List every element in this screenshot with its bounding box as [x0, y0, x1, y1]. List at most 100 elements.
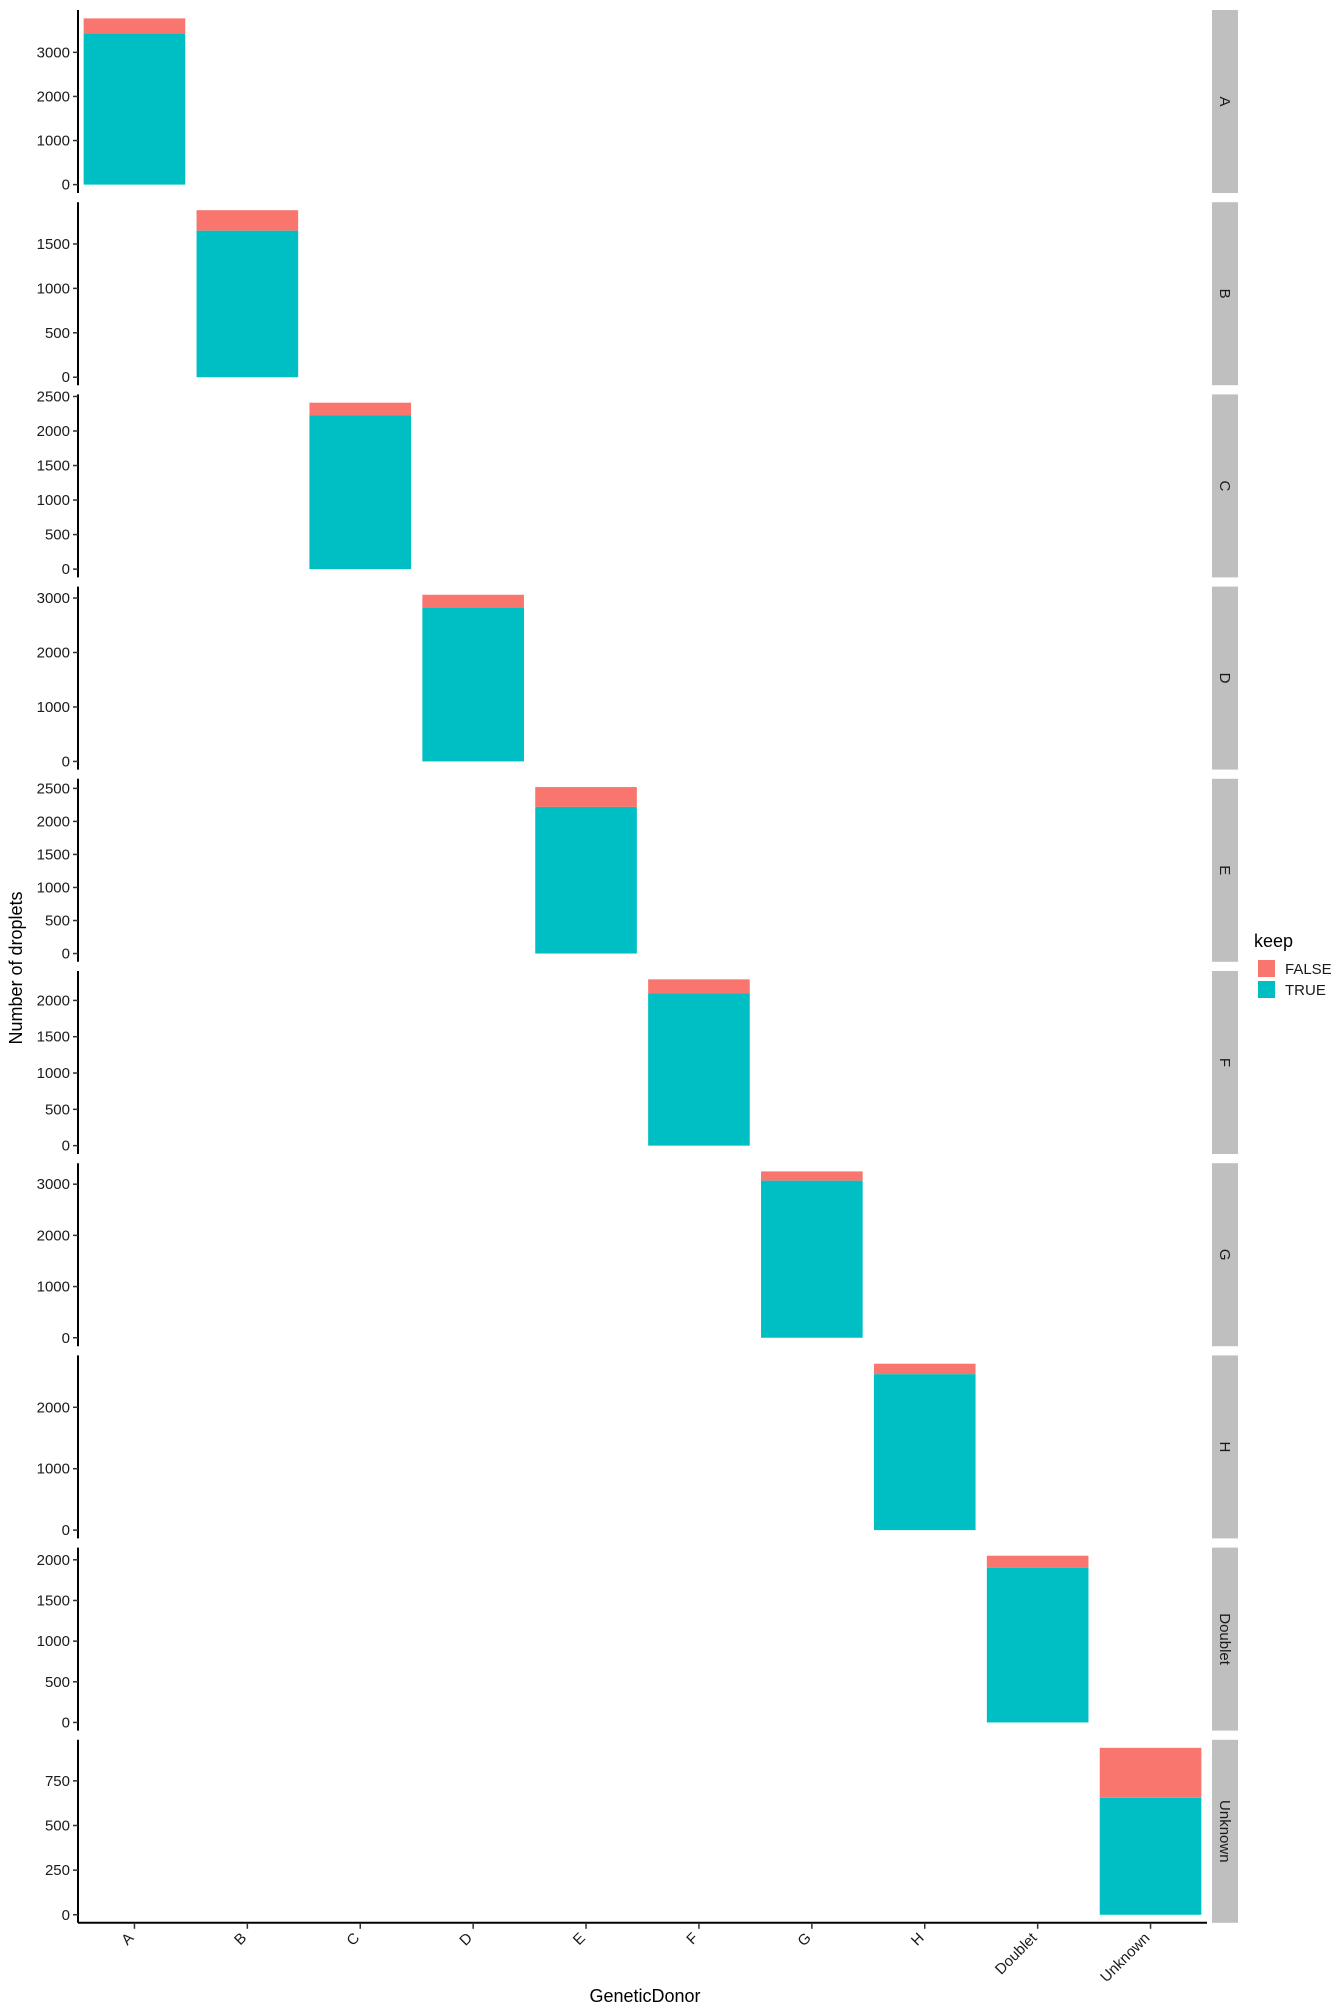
y-tick-label: 1500	[37, 1592, 70, 1609]
facet-panel-d: 0 1000 2000 3000 D	[37, 586, 1238, 770]
facet-panel-f: 0 500 1000 1500 2000 F	[37, 971, 1238, 1155]
facet-strip-label: A	[1216, 96, 1233, 106]
x-tick-label: Unknown	[1097, 1930, 1153, 1986]
bar-false-c	[309, 402, 412, 416]
facet-panels: 0 1000 2000 3000 A 0 500 1000 1500 B 0 500 1000 1500 2…	[37, 10, 1238, 1924]
facet-strip	[1212, 10, 1238, 193]
y-tick-label: 1000	[37, 280, 70, 297]
bar-true-b	[196, 230, 299, 378]
facet-strip-label: D	[1216, 673, 1233, 684]
x-tick-label: E	[570, 1930, 589, 1949]
y-tick-label: 0	[62, 561, 70, 578]
bar-true-g	[761, 1180, 863, 1338]
y-tick-label: 2000	[37, 1399, 70, 1416]
x-tick-label: D	[456, 1929, 476, 1949]
bar-true-f	[648, 993, 750, 1146]
x-tick-label: F	[683, 1930, 702, 1949]
y-tick-label: 1500	[37, 236, 70, 253]
bar-false-a	[83, 18, 186, 34]
bar-true-c	[309, 415, 412, 570]
facet-strip-label: G	[1216, 1249, 1233, 1261]
y-tick-label: 1000	[37, 1065, 70, 1082]
y-tick-label: 3000	[37, 1176, 70, 1193]
y-tick-label: 500	[45, 1101, 70, 1118]
legend-key-false	[1258, 960, 1275, 977]
y-tick-label: 0	[62, 1138, 70, 1155]
y-tick-label: 2000	[37, 1552, 70, 1569]
facet-panel-g: 0 1000 2000 3000 G	[37, 1163, 1238, 1347]
y-tick-label: 0	[62, 1522, 70, 1539]
facet-strip	[1212, 394, 1238, 578]
bar-false-b	[196, 210, 299, 231]
facet-strip-label: B	[1216, 289, 1233, 299]
facet-strip-label: F	[1216, 1058, 1233, 1067]
facet-strip-label: Doublet	[1216, 1613, 1233, 1666]
y-tick-label: 1000	[37, 492, 70, 509]
bar-true-h	[873, 1374, 976, 1531]
y-tick-label: 2500	[37, 388, 70, 405]
facet-strip	[1212, 1547, 1238, 1731]
x-tick-label: B	[231, 1930, 250, 1949]
facet-panel-a: 0 1000 2000 3000 A	[37, 10, 1238, 194]
x-tick-label: C	[343, 1929, 363, 1949]
facet-panel-b: 0 500 1000 1500 B	[37, 202, 1238, 386]
y-tick-label: 500	[45, 1674, 70, 1691]
bar-true-doublet	[986, 1567, 1089, 1723]
y-tick-label: 0	[62, 1714, 70, 1731]
facet-panel-c: 0 500 1000 1500 2000 2500 C	[37, 388, 1238, 578]
facet-strip	[1212, 202, 1238, 386]
y-tick-label: 500	[45, 1817, 70, 1834]
facet-panel-e: 0 500 1000 1500 2000 2500 E	[37, 778, 1238, 963]
facet-strip-label: H	[1216, 1441, 1233, 1452]
x-tick-label: G	[794, 1930, 814, 1950]
y-tick-label: 1000	[37, 1279, 70, 1296]
facet-strip	[1212, 586, 1238, 770]
bar-false-g	[761, 1171, 863, 1181]
y-tick-label: 500	[45, 527, 70, 544]
y-tick-label: 2000	[37, 992, 70, 1009]
bar-false-unknown	[1099, 1747, 1202, 1798]
bar-true-unknown	[1099, 1797, 1202, 1915]
facet-strip	[1212, 971, 1238, 1154]
bar-true-d	[422, 607, 524, 762]
bar-false-e	[535, 787, 637, 807]
x-tick-label: Doublet	[992, 1929, 1041, 1978]
facet-panel-doublet: 0 500 1000 1500 2000 Doublet	[37, 1547, 1238, 1731]
y-tick-label: 1000	[37, 133, 70, 150]
y-tick-label: 1500	[37, 846, 70, 863]
facet-strip	[1212, 1355, 1238, 1539]
y-tick-label: 0	[62, 369, 70, 386]
bar-false-d	[422, 594, 524, 608]
y-tick-label: 2000	[37, 1227, 70, 1244]
y-tick-label: 250	[45, 1862, 70, 1879]
bar-false-f	[648, 979, 750, 994]
bar-true-a	[83, 33, 186, 185]
legend: keep FALSE TRUE	[1254, 931, 1332, 999]
x-tick-label: H	[908, 1930, 928, 1950]
y-tick-label: 2000	[37, 88, 70, 105]
y-tick-label: 0	[62, 177, 70, 194]
y-tick-label: 500	[45, 913, 70, 930]
y-axis-title: Number of droplets	[6, 891, 26, 1044]
legend-label-false: FALSE	[1285, 961, 1332, 978]
y-tick-label: 750	[45, 1773, 70, 1790]
y-tick-label: 1000	[37, 699, 70, 716]
facet-strip	[1212, 1163, 1238, 1347]
facet-strip	[1212, 1739, 1238, 1923]
y-tick-label: 1500	[37, 1029, 70, 1046]
bar-false-h	[873, 1363, 976, 1375]
y-tick-label: 500	[45, 325, 70, 342]
bar-false-doublet	[986, 1555, 1089, 1568]
legend-title: keep	[1254, 931, 1293, 951]
y-tick-label: 3000	[37, 44, 70, 61]
legend-label-true: TRUE	[1285, 982, 1326, 999]
y-tick-label: 1000	[37, 879, 70, 896]
y-tick-label: 0	[62, 946, 70, 963]
y-tick-label: 0	[62, 1330, 70, 1347]
legend-key-true	[1258, 981, 1275, 998]
y-tick-label: 2000	[37, 423, 70, 440]
y-tick-label: 1500	[37, 458, 70, 475]
x-tick-label: A	[118, 1930, 137, 1949]
facet-strip-label: E	[1216, 865, 1233, 875]
